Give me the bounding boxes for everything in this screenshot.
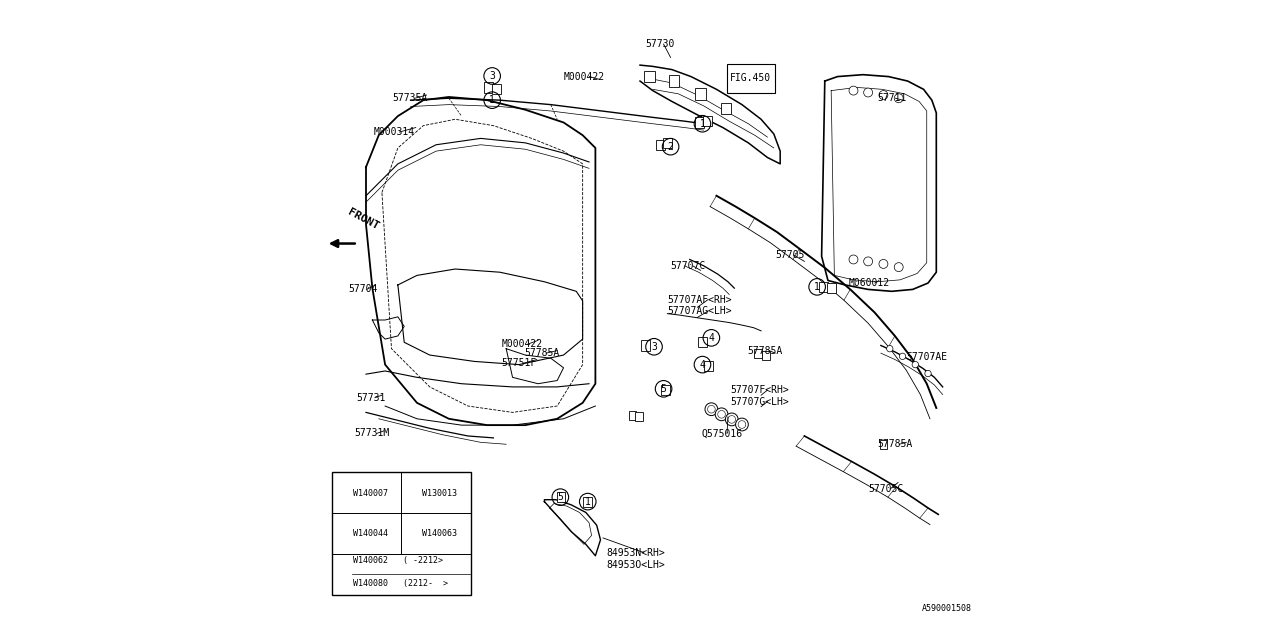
Text: 5: 5 (410, 529, 415, 538)
Text: 57751F: 57751F (500, 358, 536, 369)
Circle shape (849, 86, 858, 95)
Circle shape (900, 353, 906, 360)
Text: 57707F<RH>: 57707F<RH> (731, 385, 790, 395)
Text: W140063: W140063 (421, 529, 457, 538)
Text: FRONT: FRONT (347, 207, 380, 232)
Text: 1: 1 (699, 119, 705, 129)
Circle shape (879, 259, 888, 268)
Bar (663, 138, 672, 148)
Text: 57707C: 57707C (671, 261, 705, 271)
Bar (879, 440, 887, 449)
Text: M000422: M000422 (563, 72, 604, 81)
Text: 4: 4 (708, 333, 714, 343)
Bar (721, 102, 731, 114)
Bar (698, 337, 707, 348)
Text: M000422: M000422 (502, 339, 543, 349)
Circle shape (864, 88, 873, 97)
Text: 1: 1 (585, 497, 590, 507)
Text: 57785A: 57785A (877, 439, 913, 449)
Bar (484, 83, 493, 93)
Text: ( -2212>: ( -2212> (403, 556, 443, 565)
Text: W130013: W130013 (421, 488, 457, 498)
Bar (557, 492, 566, 502)
Text: M060012: M060012 (849, 278, 890, 288)
Circle shape (849, 255, 858, 264)
Text: 57707AE: 57707AE (906, 352, 947, 362)
Text: 57707G<LH>: 57707G<LH> (731, 397, 790, 406)
Bar (655, 140, 664, 150)
Text: W140080: W140080 (353, 579, 388, 588)
Text: 1: 1 (489, 95, 495, 105)
Text: (2212-  >: (2212- > (403, 579, 448, 588)
Bar (695, 88, 705, 100)
Text: 57731M: 57731M (355, 428, 390, 438)
Circle shape (925, 371, 932, 377)
Circle shape (736, 418, 749, 431)
Bar (668, 76, 678, 87)
Circle shape (716, 408, 728, 420)
Bar (754, 349, 762, 358)
Text: 57785A: 57785A (748, 346, 782, 356)
Text: W140062: W140062 (353, 556, 388, 565)
Circle shape (705, 403, 718, 415)
Bar (695, 117, 704, 127)
Bar (493, 84, 500, 95)
Text: M000314: M000314 (374, 127, 415, 137)
Circle shape (879, 91, 888, 100)
Text: 57705C: 57705C (868, 484, 904, 494)
Text: 57707AG<LH>: 57707AG<LH> (667, 306, 732, 316)
Text: 57731: 57731 (356, 393, 385, 403)
Text: 3: 3 (489, 71, 495, 81)
Text: 4: 4 (699, 360, 705, 370)
Circle shape (913, 362, 919, 368)
Text: W140007: W140007 (353, 488, 388, 498)
Text: Q575016: Q575016 (701, 428, 742, 438)
Text: 57707AF<RH>: 57707AF<RH> (667, 294, 732, 305)
Text: A590001508: A590001508 (922, 604, 972, 612)
Bar (628, 411, 636, 420)
Text: 57705: 57705 (776, 250, 804, 260)
Text: 5: 5 (557, 492, 563, 502)
Text: 2: 2 (342, 529, 346, 538)
Text: 2: 2 (668, 141, 673, 152)
Circle shape (887, 346, 893, 352)
Text: 1: 1 (342, 488, 346, 498)
Text: 57704: 57704 (348, 284, 378, 294)
FancyBboxPatch shape (332, 472, 471, 595)
Text: 5: 5 (660, 384, 667, 394)
Text: 84953O<LH>: 84953O<LH> (607, 561, 666, 570)
Text: 84953N<RH>: 84953N<RH> (607, 548, 666, 557)
Text: 4: 4 (410, 488, 415, 498)
Text: 3: 3 (652, 342, 657, 352)
Bar (703, 116, 712, 126)
Text: 1: 1 (814, 282, 820, 292)
Bar (584, 497, 593, 507)
Circle shape (726, 413, 739, 426)
Text: 3: 3 (342, 559, 346, 568)
Text: 57785A: 57785A (524, 348, 559, 358)
Bar (660, 385, 669, 395)
Text: 57730: 57730 (645, 39, 675, 49)
Circle shape (895, 94, 904, 102)
Bar (819, 282, 828, 292)
Bar (704, 361, 713, 371)
Text: 57711: 57711 (877, 93, 906, 103)
Circle shape (864, 257, 873, 266)
Text: W140044: W140044 (353, 529, 388, 538)
FancyBboxPatch shape (727, 64, 776, 93)
Bar (644, 71, 654, 83)
Bar (763, 351, 771, 360)
Text: FIG.450: FIG.450 (731, 74, 772, 83)
Bar (635, 412, 643, 421)
Circle shape (895, 262, 904, 271)
Bar (827, 283, 836, 293)
Bar (640, 340, 649, 351)
Text: 57735A: 57735A (393, 93, 428, 103)
